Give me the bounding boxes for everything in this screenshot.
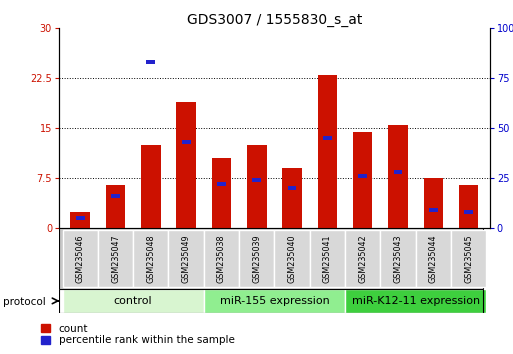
Bar [70,212,90,228]
Bar [323,137,332,140]
Bar [106,185,125,228]
FancyBboxPatch shape [59,228,483,289]
FancyBboxPatch shape [310,229,345,287]
Bar [141,145,161,228]
FancyBboxPatch shape [274,229,310,287]
Text: GSM235038: GSM235038 [217,234,226,283]
FancyBboxPatch shape [239,229,274,287]
Text: GSM235046: GSM235046 [76,234,85,283]
Bar [288,187,297,190]
Text: GSM235044: GSM235044 [429,234,438,283]
Text: GSM235041: GSM235041 [323,234,332,283]
FancyBboxPatch shape [204,289,345,313]
Bar [111,194,120,198]
FancyBboxPatch shape [204,229,239,287]
Bar [464,211,473,214]
FancyBboxPatch shape [451,229,486,287]
FancyBboxPatch shape [63,289,204,313]
FancyBboxPatch shape [381,229,416,287]
Bar [252,178,261,182]
Bar [459,185,479,228]
FancyBboxPatch shape [133,229,168,287]
Bar [182,141,190,144]
Bar [429,209,438,212]
Text: GSM235042: GSM235042 [358,234,367,283]
FancyBboxPatch shape [98,229,133,287]
Bar [282,169,302,228]
Bar [318,75,337,228]
FancyBboxPatch shape [345,289,486,313]
Bar [424,178,443,228]
Legend: count, percentile rank within the sample: count, percentile rank within the sample [41,324,235,345]
Text: GSM235043: GSM235043 [393,234,403,283]
Bar [76,217,85,220]
Bar [217,183,226,186]
Bar [176,102,196,228]
Bar [247,145,267,228]
Text: GSM235049: GSM235049 [182,234,191,283]
Bar [353,132,372,228]
Text: control: control [114,296,152,306]
Bar [393,171,403,174]
Text: miR-155 expression: miR-155 expression [220,296,329,306]
FancyBboxPatch shape [345,229,381,287]
FancyBboxPatch shape [168,229,204,287]
Text: GSM235045: GSM235045 [464,234,473,283]
FancyBboxPatch shape [63,229,98,287]
Bar [388,125,408,228]
FancyBboxPatch shape [416,229,451,287]
Text: GSM235048: GSM235048 [146,234,155,283]
Text: GSM235040: GSM235040 [288,234,297,283]
Bar [359,175,367,178]
Text: miR-K12-11 expression: miR-K12-11 expression [352,296,480,306]
Text: GSM235039: GSM235039 [252,234,261,283]
Text: GSM235047: GSM235047 [111,234,120,283]
Bar [146,61,155,64]
Title: GDS3007 / 1555830_s_at: GDS3007 / 1555830_s_at [187,13,362,27]
Text: protocol: protocol [3,297,45,307]
Bar [212,158,231,228]
